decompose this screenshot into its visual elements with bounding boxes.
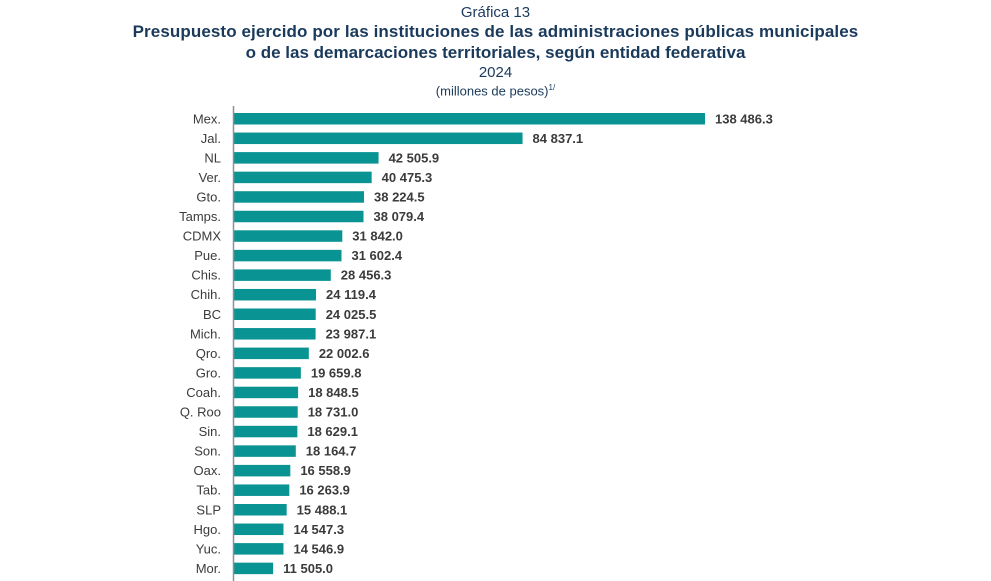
- bar-mex: [234, 113, 705, 125]
- category-label: Tamps.: [179, 209, 221, 224]
- bars-group: [234, 113, 705, 575]
- category-label: Yuc.: [196, 541, 221, 556]
- bar-tamps: [234, 210, 364, 223]
- bar-pue: [234, 249, 342, 262]
- category-label: Tab.: [196, 483, 221, 498]
- bar-mor: [234, 562, 274, 575]
- units-footnote-marker: 1/: [548, 83, 556, 92]
- category-label: Jal.: [201, 131, 221, 146]
- bar-coah: [234, 386, 299, 399]
- bar-bc: [234, 308, 316, 320]
- value-label: 31 602.4: [351, 248, 402, 263]
- value-label: 14 546.9: [293, 541, 344, 556]
- bar-oax: [234, 464, 291, 477]
- value-label: 42 505.9: [389, 150, 440, 165]
- bar-hgo: [234, 523, 284, 536]
- bar-mich: [234, 328, 316, 340]
- value-label: 84 837.1: [533, 131, 584, 146]
- category-label: Chis.: [191, 268, 221, 283]
- value-label: 15 488.1: [297, 502, 348, 517]
- value-label: 11 505.0: [283, 561, 333, 576]
- category-label: Son.: [194, 444, 221, 459]
- value-label: 14 547.3: [293, 522, 344, 537]
- value-label: 40 475.3: [382, 170, 433, 185]
- category-label: Q. Roo: [180, 405, 221, 420]
- chart-year: 2024: [478, 64, 513, 81]
- bar-chis: [234, 269, 331, 281]
- bar-son: [234, 445, 296, 457]
- category-label: CDMX: [183, 229, 222, 244]
- value-label: 38 224.5: [374, 189, 425, 204]
- bar-q-roo: [234, 406, 298, 418]
- value-label: 138 486.3: [715, 111, 773, 126]
- category-label: Gro.: [196, 365, 221, 380]
- category-label: Qro.: [196, 346, 221, 361]
- value-label: 38 079.4: [374, 209, 425, 224]
- value-label: 22 002.6: [319, 346, 370, 361]
- value-label: 23 987.1: [326, 326, 377, 341]
- category-label: Ver.: [199, 170, 221, 185]
- value-label: 24 025.5: [326, 307, 377, 322]
- chart-units: (millones de pesos)1/: [0, 83, 991, 98]
- value-label: 18 164.7: [306, 444, 357, 459]
- bar-gto: [234, 191, 365, 203]
- category-label: Hgo.: [194, 522, 221, 537]
- value-label: 18 731.0: [308, 405, 359, 420]
- bar-yuc: [234, 543, 284, 555]
- value-label: 16 263.9: [299, 483, 350, 498]
- category-label: Mex.: [193, 111, 221, 126]
- value-label: 19 659.8: [311, 365, 362, 380]
- value-label: 28 456.3: [341, 268, 392, 283]
- bar-qro: [234, 347, 309, 360]
- chart-title-line2: o de las demarcaciones territoriales, se…: [245, 43, 746, 62]
- bar-sin: [234, 425, 298, 438]
- value-label: 18 848.5: [308, 385, 359, 400]
- category-label: Mor.: [196, 561, 221, 576]
- bar-ver: [234, 171, 372, 184]
- category-label: Chih.: [191, 287, 221, 302]
- category-label: Sin.: [199, 424, 221, 439]
- units-text: (millones de pesos): [435, 83, 549, 99]
- category-label: Pue.: [194, 248, 221, 263]
- bar-nl: [234, 152, 379, 164]
- category-label: SLP: [196, 502, 221, 517]
- bar-slp: [234, 504, 287, 516]
- category-label: Mich.: [190, 326, 221, 341]
- category-labels-group: Mex. Jal. NL Ver. Gto. Tamps. CDMX Pue. Chis. Chi…: [179, 111, 221, 576]
- value-label: 31 842.0: [352, 229, 403, 244]
- category-label: Oax.: [194, 463, 221, 478]
- category-label: Coah.: [186, 385, 221, 400]
- category-label: Gto.: [196, 189, 221, 204]
- bar-chih: [234, 288, 317, 301]
- bar-tab: [234, 484, 290, 496]
- value-label: 16 558.9: [300, 463, 351, 478]
- chart-title-line1: Presupuesto ejercido por las institucion…: [132, 22, 859, 41]
- value-label: 18 629.1: [307, 424, 358, 439]
- value-label: 24 119.4: [326, 287, 377, 302]
- category-label: NL: [204, 150, 221, 165]
- bar-gro: [234, 367, 301, 379]
- bar-cdmx: [234, 230, 343, 242]
- category-label: BC: [203, 307, 221, 322]
- bar-jal: [234, 132, 523, 145]
- chart-label: Gráfica 13: [460, 4, 531, 21]
- value-labels-group: 138 486.3 84 837.1 42 505.9 40 475.3 38 224.…: [283, 111, 773, 576]
